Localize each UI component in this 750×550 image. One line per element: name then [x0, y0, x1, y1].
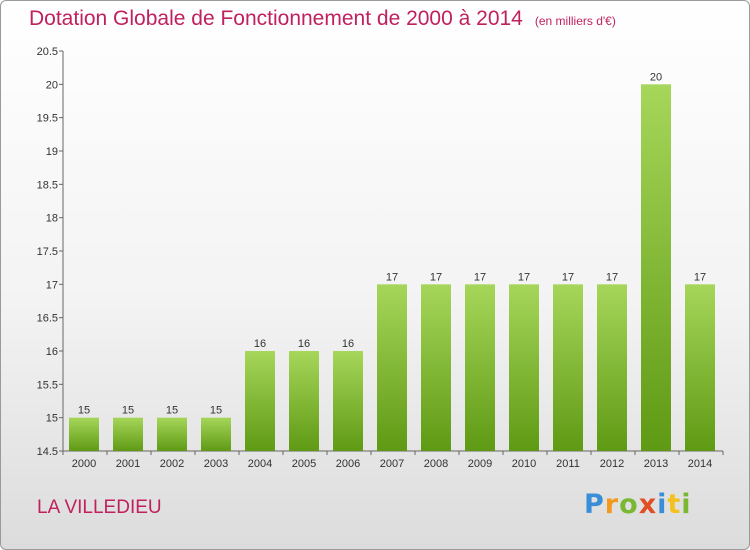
bar: [333, 351, 363, 451]
data-label: 17: [694, 271, 706, 283]
x-tick-label: 2006: [336, 458, 360, 470]
x-tick-label: 2003: [204, 458, 228, 470]
data-label: 15: [78, 405, 90, 417]
bar: [597, 284, 627, 451]
x-tick-label: 2009: [468, 458, 492, 470]
x-tick-label: 2002: [160, 458, 184, 470]
x-tick-label: 2011: [556, 458, 580, 470]
proxiti-logo: Proxiti: [584, 489, 692, 520]
y-tick-label: 18.5: [37, 179, 58, 191]
x-tick-label: 2001: [116, 458, 140, 470]
y-tick-label: 19.5: [37, 113, 58, 125]
x-tick-label: 2000: [72, 458, 96, 470]
data-label: 17: [474, 271, 486, 283]
x-tick-label: 2005: [292, 458, 316, 470]
bar: [641, 84, 671, 451]
commune-name: LA VILLEDIEU: [37, 497, 162, 518]
bar: [421, 284, 451, 451]
bar: [553, 284, 583, 451]
bar: [509, 284, 539, 451]
bar: [113, 417, 143, 451]
data-label: 15: [166, 405, 178, 417]
bar: [201, 417, 231, 451]
data-label: 16: [254, 338, 266, 350]
bar: [377, 284, 407, 451]
data-label: 17: [386, 271, 398, 283]
data-label: 17: [518, 271, 530, 283]
logo-letter: P: [584, 489, 605, 520]
y-tick-label: 20: [46, 79, 58, 91]
chart-title-block: Dotation Globale de Fonctionnement de 20…: [29, 7, 616, 31]
logo-letter: i: [681, 489, 692, 520]
data-label: 16: [342, 338, 354, 350]
bar: [157, 417, 187, 451]
x-tick-label: 2008: [424, 458, 448, 470]
bar: [289, 351, 319, 451]
logo-letter: i: [657, 489, 668, 520]
x-tick-label: 2010: [512, 458, 536, 470]
logo-letter: x: [638, 489, 658, 520]
y-tick-label: 15.5: [37, 379, 58, 391]
bar: [69, 417, 99, 451]
y-tick-label: 17: [46, 279, 58, 291]
logo-letter: r: [604, 489, 620, 520]
y-tick-label: 17.5: [37, 246, 58, 258]
bar: [685, 284, 715, 451]
logo-letter: o: [619, 489, 639, 520]
y-tick-label: 16: [46, 346, 58, 358]
data-label: 17: [562, 271, 574, 283]
data-label: 15: [122, 405, 134, 417]
y-tick-label: 20.5: [37, 46, 58, 58]
x-tick-label: 2012: [600, 458, 624, 470]
x-tick-label: 2004: [248, 458, 272, 470]
x-tick-label: 2007: [380, 458, 404, 470]
data-label: 17: [606, 271, 618, 283]
data-label: 17: [430, 271, 442, 283]
y-tick-label: 18: [46, 213, 58, 225]
y-tick-label: 19: [46, 146, 58, 158]
bar: [245, 351, 275, 451]
chart-title: Dotation Globale de Fonctionnement de 20…: [29, 7, 523, 30]
logo-letter: t: [667, 489, 682, 520]
y-tick-label: 15: [46, 413, 58, 425]
chart-subtitle: (en milliers d'€): [534, 14, 616, 28]
y-tick-label: 16.5: [37, 313, 58, 325]
x-tick-label: 2013: [644, 458, 668, 470]
data-label: 20: [650, 71, 662, 83]
x-tick-label: 2014: [688, 458, 712, 470]
data-label: 15: [210, 405, 222, 417]
bar: [465, 284, 495, 451]
data-label: 16: [298, 338, 310, 350]
y-tick-label: 14.5: [37, 446, 58, 458]
